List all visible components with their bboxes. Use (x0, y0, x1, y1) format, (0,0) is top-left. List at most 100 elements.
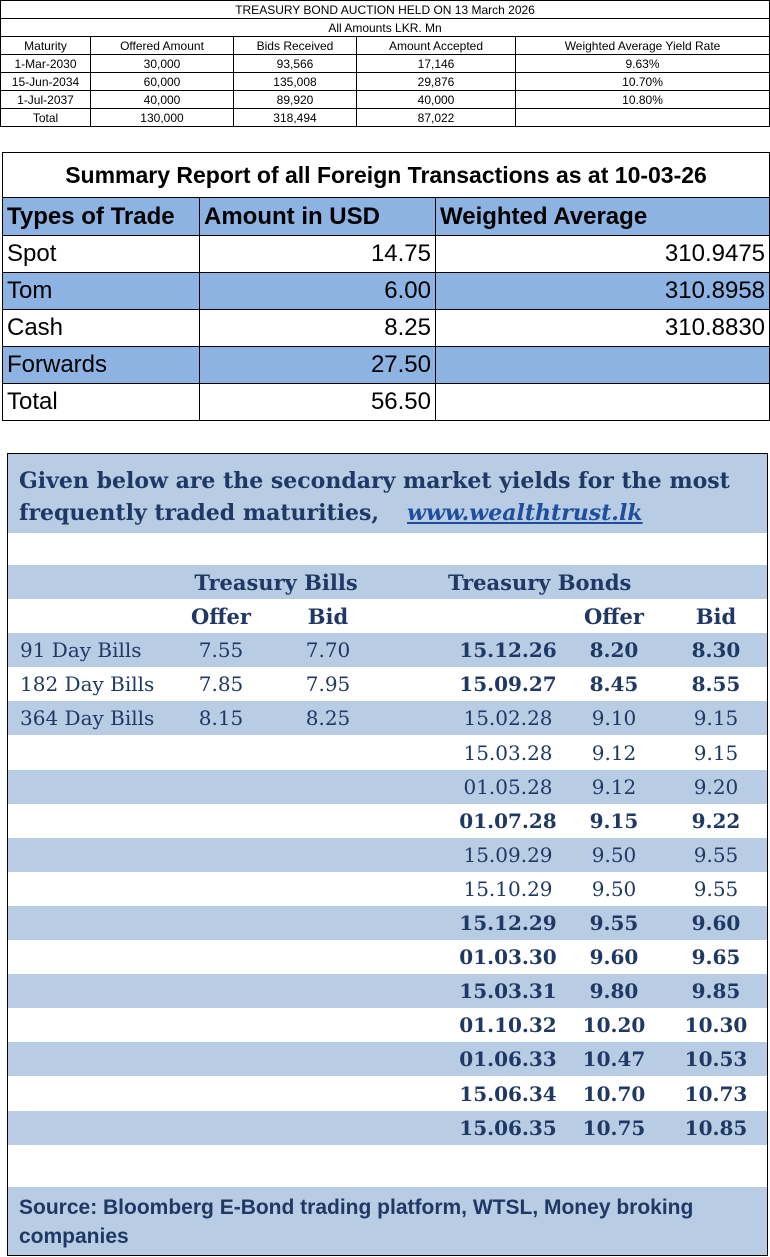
forex-amount: 8.25 (199, 309, 436, 347)
bills-offer-header: Offer (191, 604, 251, 630)
auction-cell: 9.63% (514, 54, 770, 73)
bond-bid: 9.22 (691, 808, 741, 833)
auction-header-cell: Maturity (0, 36, 91, 55)
auction-cell: 93,566 (233, 54, 357, 73)
bill-bid: 7.70 (305, 638, 351, 663)
bond-offer: 10.20 (582, 1013, 646, 1038)
forex-wavg: 310.9475 (434, 235, 770, 273)
bond-maturity: 15.10.29 (463, 876, 553, 901)
treasury-bonds-title: Treasury Bonds (448, 570, 632, 595)
yield-row: 15.06.35 10.75 10.85 (8, 1110, 767, 1145)
forex-title: Summary Report of all Foreign Transactio… (1, 152, 770, 198)
bond-bid: 10.73 (684, 1081, 748, 1106)
auction-row: 1-Jul-2037 40,000 89,920 40,000 10.80% (0, 90, 770, 109)
bond-maturity: 01.06.33 (459, 1047, 557, 1072)
yield-row: 91 Day Bills 7.55 7.70 15.12.26 8.20 8.30 (8, 633, 767, 668)
auction-row: 15-Jun-2034 60,000 135,008 29,876 10.70% (0, 72, 770, 91)
bond-offer: 9.50 (591, 842, 637, 867)
auction-header-cell: Bids Received (233, 36, 357, 55)
bond-maturity: 15.06.35 (459, 1115, 557, 1140)
auction-cell: 135,008 (233, 72, 357, 91)
bill-name: 182 Day Bills (20, 672, 155, 697)
bill-name: 364 Day Bills (20, 706, 155, 731)
forex-trade-type: Cash (2, 309, 200, 347)
bond-offer: 9.60 (589, 945, 639, 970)
bill-offer: 8.15 (198, 706, 244, 731)
yield-row: 01.03.30 9.60 9.65 (8, 940, 767, 974)
auction-cell: 17,146 (356, 54, 516, 73)
bond-offer: 9.50 (591, 876, 637, 901)
forex-header-row: Types of Trade Amount in USD Weighted Av… (2, 197, 770, 236)
forex-row: Forwards 27.50 (2, 346, 770, 384)
bond-bid: 9.55 (693, 842, 739, 867)
source-text: Source: Bloomberg E-Bond trading platfor… (19, 1196, 694, 1248)
auction-cell: 318,494 (233, 108, 357, 127)
forex-amount: 6.00 (199, 272, 436, 310)
bond-maturity: 15.03.31 (459, 979, 557, 1004)
yield-row: 01.07.28 9.15 9.22 (8, 804, 767, 838)
forex-body: Summary Report of all Foreign Transactio… (1, 152, 770, 421)
forex-header-type: Types of Trade (2, 197, 200, 236)
bond-bid: 9.55 (693, 876, 739, 901)
forex-wavg: 310.8958 (434, 272, 770, 310)
bond-maturity: 15.09.29 (463, 842, 553, 867)
auction-row: Total 130,000 318,494 87,022 (0, 108, 770, 127)
yield-row: 15.03.31 9.80 9.85 (8, 974, 767, 1009)
auction-cell: 10.70% (514, 72, 770, 91)
auction-cell: 87,022 (356, 108, 516, 127)
forex-trade-type: Spot (2, 235, 200, 273)
yield-row: 15.12.29 9.55 9.60 (8, 906, 767, 941)
forex-trade-type: Total (2, 383, 200, 421)
bond-bid: 9.65 (691, 945, 741, 970)
auction-cell: 130,000 (90, 108, 234, 127)
bond-bid: 9.60 (691, 911, 741, 935)
auction-cell (514, 108, 770, 127)
auction-title: TREASURY BOND AUCTION HELD ON 13 March 2… (0, 0, 770, 19)
bond-bid: 9.15 (693, 706, 739, 731)
bond-offer: 8.45 (589, 672, 639, 697)
bond-offer: 10.70 (582, 1081, 646, 1106)
bond-maturity: 01.03.30 (459, 945, 557, 970)
auction-cell: 40,000 (90, 90, 234, 109)
forex-header-wavg: Weighted Average (434, 197, 770, 236)
auction-cell: 40,000 (356, 90, 516, 109)
forex-wavg (434, 346, 770, 384)
forex-row: Tom 6.00 310.8958 (2, 272, 770, 310)
bond-bid: 10.53 (684, 1047, 748, 1072)
bond-maturity: 15.06.34 (459, 1081, 557, 1106)
bonds-bid-header: Bid (695, 604, 737, 630)
bond-bid: 9.85 (691, 979, 741, 1004)
auction-header-cell: Offered Amount (90, 36, 234, 55)
auction-cell: 1-Mar-2030 (0, 54, 91, 73)
forex-row: Total 56.50 (2, 383, 770, 421)
bond-offer: 9.10 (591, 706, 637, 731)
wealthtrust-link[interactable]: www.wealthtrust.lk (407, 500, 643, 526)
market-intro: Given below are the secondary market yie… (8, 454, 767, 533)
bond-offer: 8.20 (589, 638, 639, 663)
bond-bid: 10.85 (684, 1115, 748, 1140)
auction-cell: 10.80% (514, 90, 770, 109)
forex-trade-type: Forwards (2, 346, 200, 384)
bond-bid: 9.15 (693, 740, 739, 765)
yield-row: 01.10.32 10.20 10.30 (8, 1008, 767, 1042)
bill-bid: 7.95 (305, 672, 351, 697)
bond-offer: 9.12 (591, 740, 637, 765)
bond-maturity: 15.02.28 (463, 706, 553, 731)
bond-bid: 9.20 (693, 774, 739, 799)
bonds-offer-header: Offer (584, 604, 644, 630)
auction-header-cell: Weighted Average Yield Rate (514, 36, 770, 55)
bill-offer: 7.55 (198, 638, 244, 663)
auction-header-row: Maturity Offered Amount Bids Received Amoun… (0, 36, 770, 55)
auction-title-row: TREASURY BOND AUCTION HELD ON 13 March 2… (0, 0, 770, 19)
auction-row: 1-Mar-2030 30,000 93,566 17,146 9.63% (0, 54, 770, 73)
bond-maturity: 15.12.26 (459, 638, 557, 663)
bond-maturity: 01.10.32 (459, 1013, 557, 1038)
yield-row: 15.06.34 10.70 10.73 (8, 1077, 767, 1111)
bond-offer: 9.55 (589, 911, 639, 935)
bond-offer: 9.12 (591, 774, 637, 799)
yield-row: 182 Day Bills 7.85 7.95 15.09.27 8.45 8.55 (8, 667, 767, 701)
intro-line-2-text: frequently traded maturities, (19, 500, 380, 526)
auction-subtitle: All Amounts LKR. Mn (0, 18, 770, 37)
auction-cell: Total (0, 108, 91, 127)
bond-maturity: 15.09.27 (459, 672, 557, 697)
